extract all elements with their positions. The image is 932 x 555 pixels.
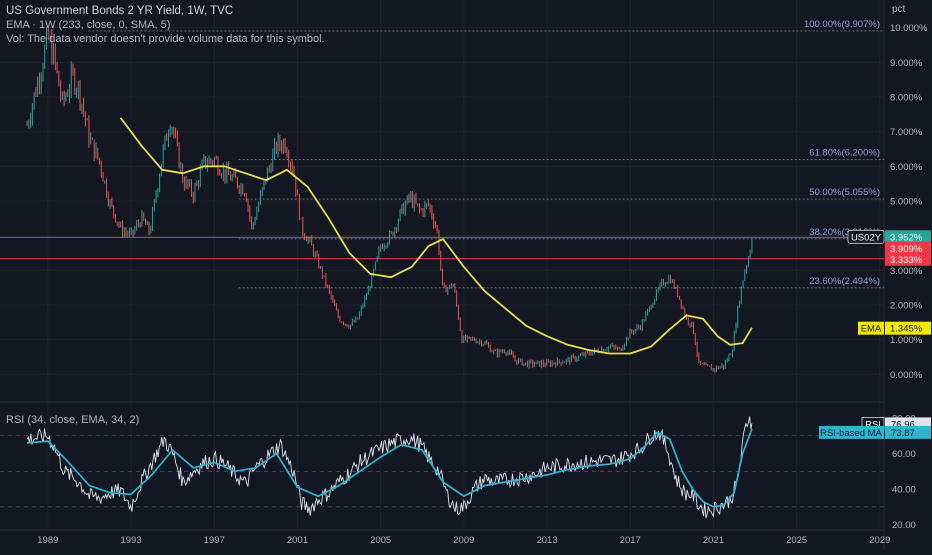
time-tick-label: 1989	[37, 535, 58, 546]
ema-name: EMA	[861, 324, 882, 335]
time-tick-label: 2009	[453, 535, 474, 546]
time-tick-label: 2029	[869, 535, 890, 546]
chart-title[interactable]: US Government Bonds 2 YR Yield, 1W, TVC	[6, 5, 234, 17]
rsi-name: RSI	[865, 419, 881, 430]
rsi-ma-value: 73.87	[891, 428, 915, 439]
fib-level-label: 38.20%(3.910%)	[809, 227, 880, 238]
price-tick-label: 2.000%	[890, 300, 923, 311]
ema-series	[119, 117, 753, 355]
price-tick-label: 3.000%	[890, 266, 923, 277]
price-tick-label: 10.000%	[890, 23, 928, 34]
rsi-pane	[26, 416, 753, 519]
time-tick-label: 2017	[620, 535, 641, 546]
fib-retracement[interactable]: 100.00%(9.907%) 61.80%(6.200%) 50.00%(5.05…	[0, 19, 884, 289]
ema-value: 1.345%	[890, 324, 923, 335]
time-axis[interactable]: 1989 1993 1997 2001 2005 2009 2013 2017 2021 2025…	[37, 535, 890, 546]
symbol-tag-box	[847, 229, 885, 244]
rsi-ma-value-badge	[885, 425, 931, 439]
time-tick-label: 1993	[120, 535, 141, 546]
level-a-value: 3.909%	[890, 244, 923, 255]
price-tick-label: 7.000%	[890, 127, 923, 138]
time-tick-label: 2005	[370, 535, 391, 546]
level-badge-a	[885, 241, 931, 255]
price-axis[interactable]: 10.000%9.000%8.000%7.000%6.000%5.000%4.0…	[890, 23, 928, 381]
rsi-ma-line	[26, 428, 753, 508]
level-b-value: 3.333%	[890, 255, 923, 266]
price-tick-label: 6.000%	[890, 162, 923, 173]
price-tick-label: 5.000%	[890, 197, 923, 208]
price-tick-label: 9.000%	[890, 58, 923, 69]
rsi-ma-name-badge	[819, 425, 884, 439]
time-tick-label: 2025	[786, 535, 807, 546]
price-tick-label: 1.000%	[890, 335, 923, 346]
volume-notice: Vol: The data vendor doesn't provide vol…	[6, 33, 325, 45]
ema-legend[interactable]: EMA · 1W (233, close, 0, SMA, 5)	[6, 19, 171, 31]
rsi-legend[interactable]: RSI (34, close, EMA, 34, 2)	[6, 414, 140, 426]
fib-level-label: 100.00%(9.907%)	[804, 19, 880, 30]
level-badge-b	[885, 252, 931, 266]
ema-line	[119, 117, 753, 355]
axis-unit-label: pct	[892, 4, 906, 15]
ema-value-badge	[885, 321, 931, 335]
price-series	[26, 26, 753, 373]
ema-name-badge	[858, 321, 884, 335]
rsi-value: 76.96	[891, 419, 915, 430]
fib-level-label: 50.00%(5.055%)	[809, 187, 880, 198]
rsi-tick-label: 40.00	[892, 485, 916, 496]
rsi-tick-label: 60.00	[892, 449, 916, 460]
price-tick-label: 0.000%	[890, 370, 923, 381]
time-tick-label: 2021	[703, 535, 724, 546]
time-tick-label: 2001	[287, 535, 308, 546]
last-price-value: 3.952%	[890, 232, 923, 243]
grid-layer	[0, 0, 884, 530]
price-tick-label: 8.000%	[890, 93, 923, 104]
fib-level-label: 61.80%(6.200%)	[809, 147, 880, 158]
symbol-tag: US02Y	[851, 232, 882, 243]
rsi-line	[26, 416, 753, 519]
time-tick-label: 2013	[536, 535, 557, 546]
time-tick-label: 1997	[204, 535, 225, 546]
rsi-tick-label: 20.00	[892, 520, 916, 531]
fib-level-label: 23.60%(2.494%)	[809, 276, 880, 287]
rsi-ma-name: RSI-based MA	[820, 428, 882, 439]
